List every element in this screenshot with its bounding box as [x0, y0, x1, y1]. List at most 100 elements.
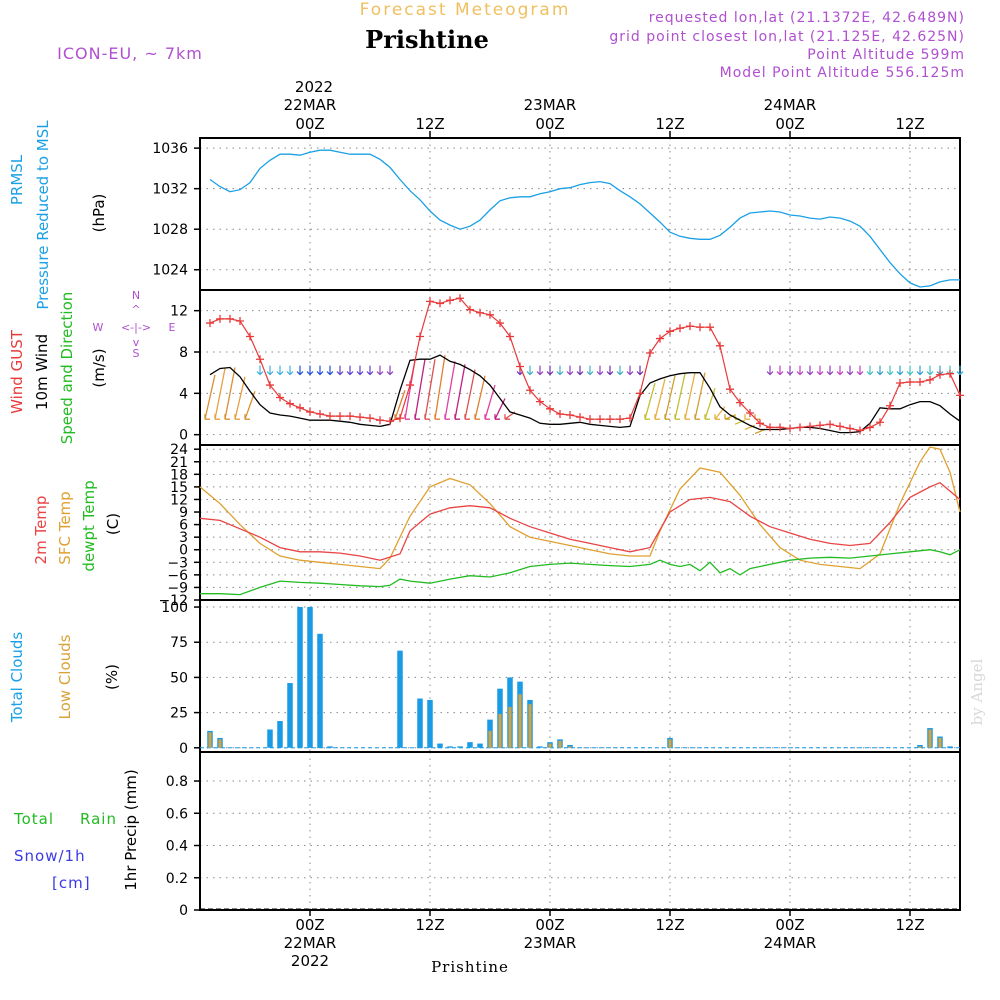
temp2m-label: 2m Temp [32, 496, 50, 565]
top-axis-hour: 12Z [895, 115, 924, 133]
wind-gust-point [736, 398, 744, 407]
low-cloud-bar [918, 746, 922, 748]
y-tick-label: 24 [170, 442, 188, 458]
panel-frame [199, 751, 961, 911]
wind-gust-point [776, 423, 784, 432]
precip-total-label: Total [13, 810, 54, 828]
wind-gust-point [426, 297, 434, 306]
wind-gust-point [756, 419, 764, 428]
bottom-axis-hour: 00Z [295, 916, 324, 934]
wind-gust-point [596, 415, 604, 424]
wind-arrow [586, 365, 594, 376]
total-cloud-bar [397, 650, 403, 748]
wind-arrow [796, 365, 804, 376]
precip-unit: 1hr Precip (mm) [122, 769, 140, 890]
wind-arrow [856, 365, 864, 376]
wind-gust-point [496, 319, 504, 328]
low-cloud-bar [498, 714, 502, 748]
total-clouds-label: Total Clouds [8, 632, 26, 724]
wind-gust-point [226, 314, 234, 323]
total-cloud-bar [467, 742, 473, 748]
wind-barb [744, 424, 756, 430]
wind-gust-point [516, 362, 524, 371]
panel-frame [199, 599, 961, 753]
wind-arrow [806, 365, 814, 376]
wind-gust-point [616, 415, 624, 424]
wind-arrow [306, 365, 314, 376]
wind-barb [644, 382, 656, 420]
wind-gust-point [606, 415, 614, 424]
wind-gust-point [276, 393, 284, 402]
wind-gust-point [376, 416, 384, 425]
wind-barb [664, 375, 676, 420]
wind-arrow [626, 365, 634, 376]
wind-gust-point [586, 415, 594, 424]
low-clouds-label: Low Clouds [56, 634, 74, 719]
wind-barb [204, 374, 216, 420]
wind-barb [654, 378, 666, 420]
wind-arrow [776, 365, 784, 376]
wind-arrow [916, 365, 924, 376]
wind-gust-point [486, 310, 494, 319]
wind-barb [454, 364, 466, 420]
y-tick-label: 4 [179, 386, 188, 402]
wind-gust-point [506, 332, 514, 341]
wind-gust-point [746, 408, 754, 417]
low-cloud-bars [208, 694, 942, 748]
wind-arrow [606, 365, 614, 376]
wind-arrow [286, 365, 294, 376]
total-cloud-bar [477, 743, 483, 748]
wind-barb [434, 354, 446, 420]
low-cloud-bar [208, 732, 212, 748]
y-tick-label: 0.2 [166, 871, 188, 887]
wind-barb-head [484, 414, 490, 420]
wind-barb [444, 361, 456, 420]
y-tick-label: 1028 [152, 222, 188, 238]
total-cloud-bar [417, 698, 423, 748]
wind-gust-point [646, 349, 654, 358]
low-cloud-bar [518, 694, 522, 748]
total-cloud-bar [437, 743, 443, 748]
wind-barb [214, 368, 226, 420]
model-point-altitude: Model Point Altitude 556.125m [720, 65, 965, 81]
wind-arrow [376, 365, 384, 376]
total-cloud-bar [277, 721, 283, 748]
wind-barb [494, 398, 506, 420]
wind-gust-point [656, 334, 664, 343]
total-cloud-bar [457, 746, 463, 748]
wind-gust-point [526, 386, 534, 395]
bottom-axis-hour: 00Z [775, 916, 804, 934]
wind-gust-point [286, 399, 294, 408]
wind-arrow [526, 365, 534, 376]
wind-gust-point [716, 341, 724, 350]
temp2m-line [199, 481, 961, 561]
y-tick-label: 25 [170, 706, 188, 722]
low-cloud-bar [568, 746, 572, 748]
precip-snow-unit: [cm] [52, 874, 91, 892]
wind-barb [684, 372, 696, 420]
compass-south: S [133, 347, 140, 360]
wind-barb [734, 419, 746, 425]
y-tick-label: 18 [170, 467, 188, 483]
wind-gust-point [446, 296, 454, 305]
wind-gust-point [306, 407, 314, 416]
wind-gust-point [536, 397, 544, 406]
wind-barb-head [414, 414, 420, 420]
wind-arrow [556, 365, 564, 376]
wind-barb [394, 390, 406, 420]
wind-gust-point [786, 424, 794, 433]
wind-gust-point [686, 322, 694, 331]
wind-barb [224, 367, 236, 420]
wind-barb-head [464, 414, 470, 420]
compass-north: N [132, 289, 140, 302]
compass-cross-icon: <-|-> [121, 321, 151, 334]
wind-arrow [366, 365, 374, 376]
wind-arrow [596, 365, 604, 376]
compass-west: W [93, 321, 104, 334]
wind-10m-label: 10m Wind [33, 334, 51, 410]
wind-gust-point [576, 413, 584, 422]
wind-barb-head [684, 414, 690, 420]
wind-gust-point [256, 355, 264, 364]
